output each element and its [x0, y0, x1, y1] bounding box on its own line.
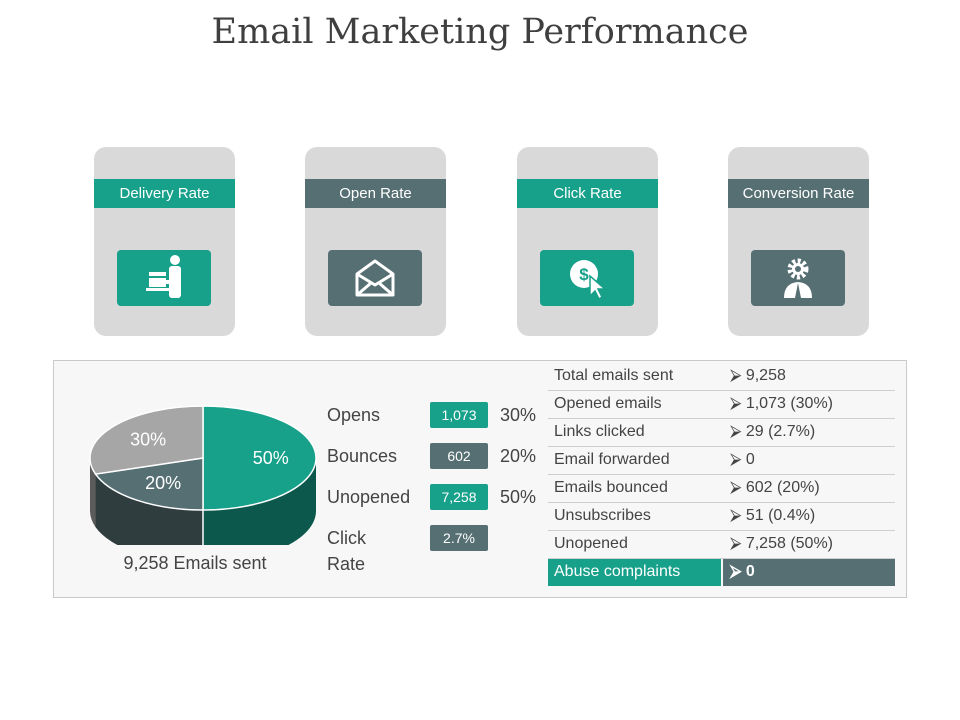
arrow-icon: ⮚ — [730, 535, 742, 552]
arrow-icon: ⮚ — [730, 563, 742, 580]
legend-percent: 50% — [500, 487, 537, 507]
stat-value: ⮚ 0 — [730, 451, 755, 468]
arrow-icon: ⮚ — [730, 479, 742, 496]
stat-label: Unopened — [554, 535, 628, 552]
stat-row-opened: Opened emails ⮚ 1,073 (30%) — [548, 391, 895, 419]
card-label: Conversion Rate — [728, 179, 869, 208]
stat-label: Email forwarded — [554, 451, 670, 468]
stat-value: ⮚ 51 (0.4%) — [730, 507, 816, 524]
svg-text:$: $ — [579, 265, 589, 284]
arrow-icon: ⮚ — [730, 451, 742, 468]
stat-label: Abuse complaints — [554, 563, 681, 580]
stat-row-bounced: Emails bounced ⮚ 602 (20%) — [548, 475, 895, 503]
legend-value-badge: 2.7% — [430, 525, 488, 551]
open-rate-card: Open Rate — [305, 147, 446, 336]
legend-label: Opens — [327, 405, 381, 425]
arrow-icon: ⮚ — [730, 367, 742, 384]
arrow-icon: ⮚ — [730, 423, 742, 440]
card-label: Click Rate — [517, 179, 658, 208]
pie-side-wall — [90, 458, 96, 528]
card-label: Open Rate — [305, 179, 446, 208]
stat-row-abuse-complaints: Abuse complaints ⮚ 0 — [548, 559, 895, 586]
open-envelope-icon — [328, 250, 422, 306]
pie-slice-label: 20% — [145, 473, 181, 493]
click-rate-card: Click Rate $ — [517, 147, 658, 336]
pie-side-wall — [203, 458, 316, 545]
stat-value: ⮚ 29 (2.7%) — [730, 423, 816, 440]
legend-percent: 20% — [500, 446, 537, 466]
page-title: Email Marketing Performance — [211, 12, 749, 52]
stats-table: Total emails sent ⮚ 9,258 Opened emails … — [548, 363, 895, 586]
gear-person-icon — [751, 250, 845, 306]
stat-value: ⮚ 602 (20%) — [730, 479, 820, 496]
pie-slice-label: 30% — [130, 430, 166, 450]
legend-value-badge: 1,073 — [430, 402, 488, 428]
delivery-person-icon — [117, 250, 211, 306]
stat-value: ⮚ 7,258 (50%) — [730, 535, 833, 552]
legend-label: Bounces — [327, 446, 398, 466]
pie-slice — [94, 457, 204, 511]
stat-value: ⮚ 0 — [730, 563, 755, 580]
legend-value-badge: 7,258 — [430, 484, 488, 510]
legend-label: Click Rate — [327, 528, 366, 574]
pie-chart: 50% 20% 30% — [89, 405, 317, 545]
legend-label: Unopened — [327, 487, 411, 507]
legend-value-badge: 602 — [430, 443, 488, 469]
card-label: Delivery Rate — [94, 179, 235, 208]
delivery-rate-card: Delivery Rate — [94, 147, 235, 336]
pie-side-wall — [95, 474, 203, 545]
stat-label: Unsubscribes — [554, 507, 651, 524]
pie-slice — [89, 405, 204, 475]
stat-label: Emails bounced — [554, 479, 668, 496]
pie-slice — [202, 405, 317, 511]
dollar-click-icon: $ — [540, 250, 634, 306]
stat-row-unopened: Unopened ⮚ 7,258 (50%) — [548, 531, 895, 559]
stat-label: Links clicked — [554, 423, 645, 440]
stat-value: ⮚ 9,258 — [730, 367, 786, 384]
stat-value: ⮚ 1,073 (30%) — [730, 395, 833, 412]
legend-percent: 30% — [500, 405, 537, 425]
stat-row-total-sent: Total emails sent ⮚ 9,258 — [548, 363, 895, 391]
pie-caption: 9,258 Emails sent — [123, 553, 267, 573]
conversion-rate-card: Conversion Rate — [728, 147, 869, 336]
stat-label: Opened emails — [554, 395, 662, 412]
stat-row-forwarded: Email forwarded ⮚ 0 — [548, 447, 895, 475]
stat-row-unsubscribes: Unsubscribes ⮚ 51 (0.4%) — [548, 503, 895, 531]
arrow-icon: ⮚ — [730, 395, 742, 412]
arrow-icon: ⮚ — [730, 507, 742, 524]
pie-slice-label: 50% — [253, 448, 289, 468]
stat-label: Total emails sent — [554, 367, 674, 384]
stat-row-links-clicked: Links clicked ⮚ 29 (2.7%) — [548, 419, 895, 447]
